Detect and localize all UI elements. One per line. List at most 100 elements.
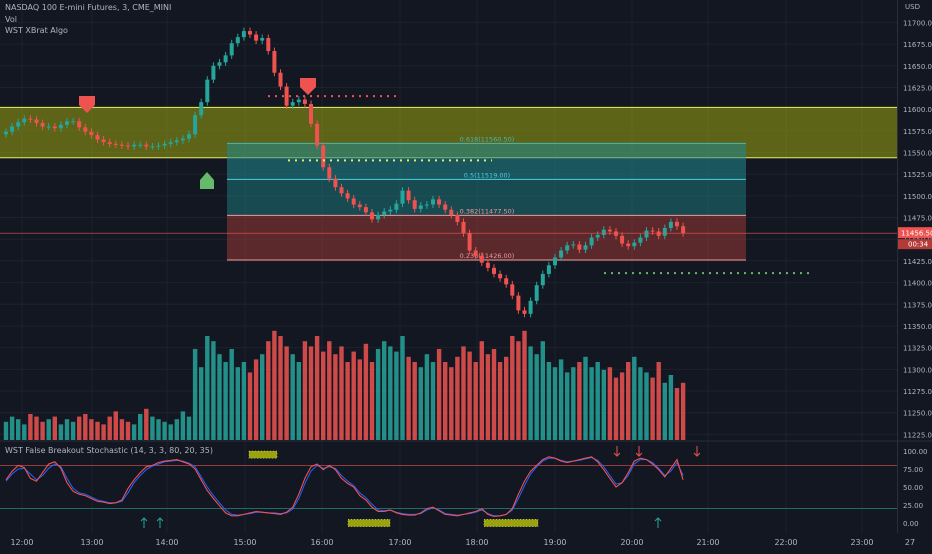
candle-body [473,250,478,256]
volume-bar [327,341,332,440]
volume-bar [619,372,625,440]
candle-body [260,38,265,41]
candle-body [101,139,106,143]
volume-bar [46,419,51,440]
candle-body [95,135,100,140]
candle-body [644,230,649,238]
volume-bar [388,346,393,440]
volume-bar [394,351,399,440]
candle-body [363,207,368,213]
algo-indicator-label[interactable]: WST XBrat Algo [5,26,68,35]
volume-bar [479,341,484,440]
candle-body [400,190,405,204]
volume-bar [223,362,228,440]
candle-body [126,145,130,147]
candle-body [284,86,289,106]
sell-signal-marker [300,78,316,95]
price-tick-label: 11575.00 [903,128,932,136]
volume-bar [339,346,344,440]
candle-body [479,255,484,263]
candle-body [467,233,472,251]
volume-bar [205,336,210,440]
volume-bar [107,416,112,440]
volume-bar [552,367,558,440]
volume-bar [247,372,253,440]
volume-bar [16,419,21,440]
volume-bar [491,349,497,440]
stoch-k-line [5,456,684,518]
volume-bar [3,421,9,440]
volume-bar [162,421,167,440]
time-tick-label: 21:00 [696,538,719,547]
candle-body [583,245,588,250]
volume-bar [150,416,155,440]
price-tick-label: 11275.00 [903,388,932,396]
volume-bar [406,356,411,440]
volume-bar [168,424,173,440]
candle-body [309,103,313,124]
candle-body [248,31,252,35]
volume-bar [144,408,149,440]
volume-bar [418,367,423,440]
volume-bar [412,362,417,440]
candle-body [638,237,643,243]
volume-bar [668,375,674,440]
candle-body [10,126,15,132]
price-tick-label: 11625.00 [903,84,932,92]
candle-body [662,227,667,236]
fib-zone-0382-0236 [227,215,746,261]
volume-bar [382,341,387,440]
volume-bar [632,356,637,440]
volume-bar [546,362,552,440]
candle-body [620,235,625,244]
volume-bar [211,341,216,440]
candle-body [174,140,179,143]
candle-body [296,99,301,103]
price-tick-label: 11550.00 [903,150,932,158]
volume-bar [601,369,606,440]
candle-body [534,285,539,301]
volume-bar [125,421,131,440]
volume-bar [333,354,338,440]
candle-body [418,205,423,209]
oscillator-title[interactable]: WST False Breakout Stochastic (14, 3, 3,… [5,446,213,455]
price-tick-label: 11250.00 [903,410,932,418]
fib-level-label: 0.618(11560.50) [460,135,515,143]
volume-indicator-label[interactable]: Vol [5,15,17,24]
fib-level-label: 0.5(11519.00) [464,171,510,179]
volume-bar [272,330,277,440]
volume-bar [644,372,649,440]
candle-body [229,43,234,56]
candle-body [510,284,515,296]
volume-bar [461,346,466,440]
candle-body [351,198,356,205]
candle-body [412,200,417,209]
symbol-title[interactable]: NASDAQ 100 E-mini Futures, 3, CME_MINI [5,3,172,12]
volume-bar [558,359,564,440]
volume-bar [302,341,308,440]
candle-body [40,123,45,127]
candle-body [235,37,240,44]
oscillator-tick-label: 25.00 [903,502,923,510]
currency-label[interactable]: USD [905,3,920,11]
candle-body [559,250,564,258]
volume-bar [28,414,33,440]
candle-body [119,144,124,146]
oscillator-tick-label: 50.00 [903,484,923,492]
candle-body [278,72,283,87]
bearish-arrow [635,446,643,457]
price-tick-label: 11425.00 [903,258,932,266]
candle-body [388,209,393,212]
volume-bar [662,382,667,440]
candle-body [193,115,198,135]
candle-body [522,310,527,314]
candle-body [345,193,350,199]
price-tick-label: 11650.00 [903,63,932,71]
candle-body [162,143,167,146]
volume-bar [217,354,222,440]
price-tick-label: 11325.00 [903,345,932,353]
volume-bar [473,362,478,440]
volume-bar [595,362,600,440]
